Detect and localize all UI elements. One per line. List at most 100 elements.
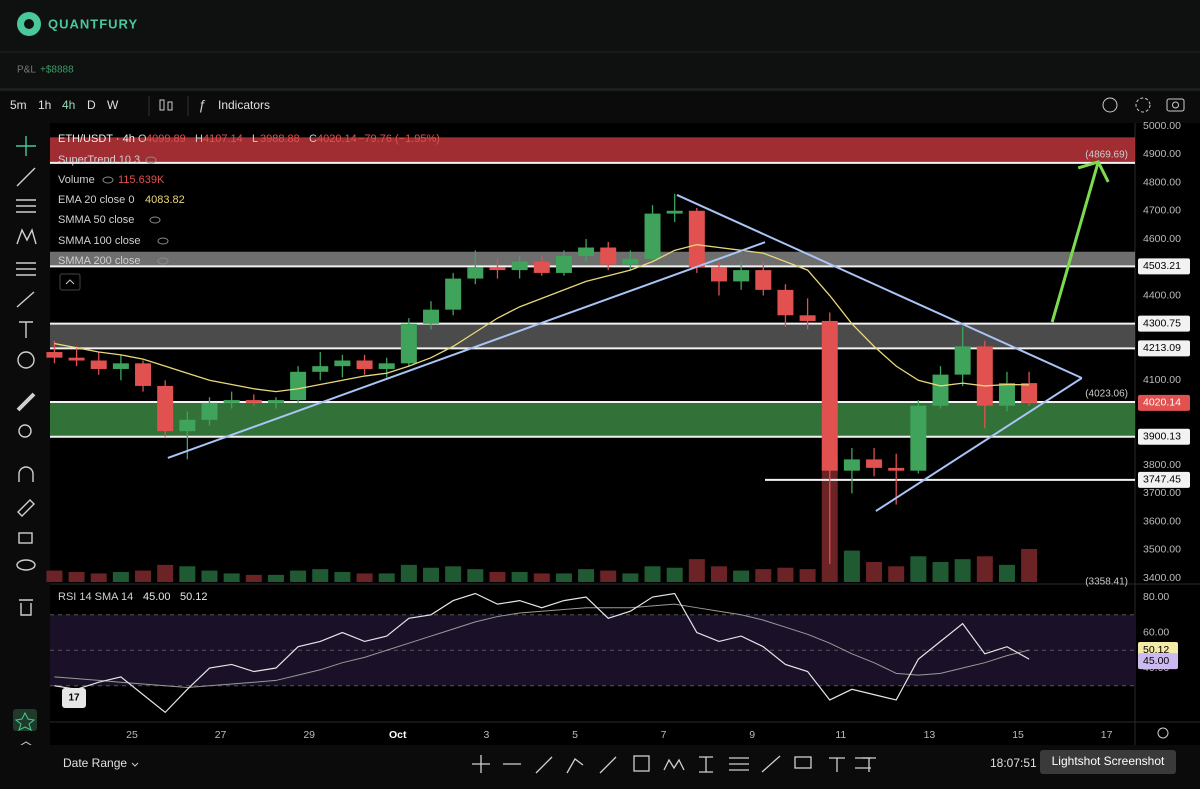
interval-button[interactable]: D (87, 98, 96, 112)
brush-tool[interactable] (16, 291, 35, 308)
volume-bar (733, 570, 750, 582)
ohlc-value: 4020.14 (317, 133, 357, 145)
candle-body (666, 210, 683, 214)
ruler-tool[interactable] (16, 392, 36, 412)
ohlc-key: O (138, 133, 147, 145)
candle-icon[interactable] (159, 99, 173, 111)
tool[interactable] (535, 756, 553, 774)
volume-bar (378, 573, 395, 582)
candle-body (799, 315, 816, 321)
settings-icon[interactable] (1135, 97, 1151, 113)
tool[interactable] (566, 758, 584, 774)
visibility-tool[interactable] (16, 559, 36, 571)
candle-body (356, 360, 373, 369)
star-icon (14, 711, 36, 731)
study-name: SMMA 100 close (58, 235, 141, 247)
volume-bar (157, 564, 174, 582)
plot: (4869.69) (4023.06) (3358.41) (46, 137, 1135, 714)
tool[interactable] (699, 756, 713, 773)
volume-bar (932, 562, 949, 582)
candle-body (578, 247, 595, 256)
volume-bar (334, 572, 351, 582)
tool[interactable] (633, 755, 650, 772)
tool[interactable] (729, 757, 749, 771)
interval-button[interactable]: W (107, 98, 119, 112)
volume-bar (954, 559, 971, 582)
overlay: 5000.00 4900.00 4800.00 4700.00 4600.00 4400.… (126, 120, 1190, 741)
volume-bar (46, 570, 63, 582)
lock-drawing-tool[interactable] (17, 499, 35, 517)
candle-body (622, 258, 639, 265)
zone (50, 323, 1135, 349)
x-tick-label: Oct (389, 729, 407, 741)
tool[interactable] (663, 758, 685, 771)
emoji-tool[interactable] (17, 351, 35, 369)
interval-button[interactable]: 5m (10, 98, 27, 112)
y-tick-label: 3400.00 (1143, 572, 1181, 584)
indicators-button[interactable]: Indicators (218, 98, 270, 112)
projection-tool[interactable] (16, 262, 36, 276)
volume-bar (179, 566, 196, 582)
fib-tool[interactable] (16, 199, 36, 213)
logo-hole (24, 19, 34, 29)
axis-settings[interactable] (1157, 727, 1169, 739)
candle-body (1021, 383, 1038, 403)
magnet-tool[interactable] (18, 466, 34, 482)
candle-body (400, 323, 417, 364)
candle-body (290, 371, 307, 401)
divider (0, 88, 1200, 91)
interval-button[interactable]: 1h (38, 98, 51, 112)
fx-icon[interactable]: ƒ (198, 97, 206, 113)
volume-bar (688, 559, 705, 582)
volume-bar (888, 566, 905, 582)
trendline-tool[interactable] (16, 167, 36, 187)
volume-bar (998, 564, 1015, 582)
price-label: 4213.09 (1143, 342, 1181, 354)
visibility-icon (149, 216, 161, 224)
collapse-legend[interactable] (59, 273, 81, 291)
tool[interactable] (472, 755, 490, 773)
tv-logo[interactable] (62, 688, 86, 708)
study-value: 4083.82 (145, 194, 185, 206)
zoom-tool[interactable] (18, 424, 32, 438)
arrow-head (1077, 160, 1110, 183)
y-tick-label: 4800.00 (1143, 176, 1181, 188)
delete-tool[interactable] (19, 599, 33, 616)
tool[interactable] (599, 756, 617, 774)
volume-bar (467, 569, 484, 582)
volume-bar (356, 573, 373, 582)
candle-body (312, 366, 329, 372)
y-tick-label: 4600.00 (1143, 233, 1181, 245)
candle-body (644, 213, 661, 259)
date-range-button[interactable]: Date Range (63, 756, 127, 770)
volume-bar (489, 572, 506, 582)
tool[interactable] (829, 757, 845, 772)
brand: QUANTFURY (48, 16, 138, 31)
tool[interactable] (794, 756, 812, 769)
crosshair-tool[interactable] (16, 136, 36, 156)
level-label: (4869.69) (1085, 149, 1128, 160)
camera-icon[interactable] (1166, 98, 1185, 112)
study-value: 115.639K (118, 174, 165, 186)
candle-body (710, 267, 727, 282)
y-tick-label: 5000.00 (1143, 120, 1181, 132)
pattern-tool[interactable] (16, 228, 37, 245)
study-name: SMMA 50 close (58, 214, 134, 226)
tool[interactable] (761, 755, 781, 773)
replay-icon[interactable] (1102, 97, 1118, 113)
volume-bar (90, 573, 107, 582)
level-label: (3358.41) (1085, 576, 1128, 587)
last-price-bg (1138, 394, 1190, 411)
favorites-button[interactable] (13, 709, 37, 731)
ohlc-key: H (195, 133, 203, 145)
visibility-icon (157, 257, 169, 265)
volume-bar (755, 569, 772, 582)
change: −79.76 (−1.95%) (358, 133, 440, 145)
candle-body (423, 309, 440, 324)
candle-body (976, 346, 993, 406)
interval-button[interactable]: 4h (62, 98, 75, 112)
lock-tool[interactable] (18, 532, 33, 544)
tool[interactable] (862, 757, 876, 772)
text-tool[interactable] (19, 321, 33, 338)
